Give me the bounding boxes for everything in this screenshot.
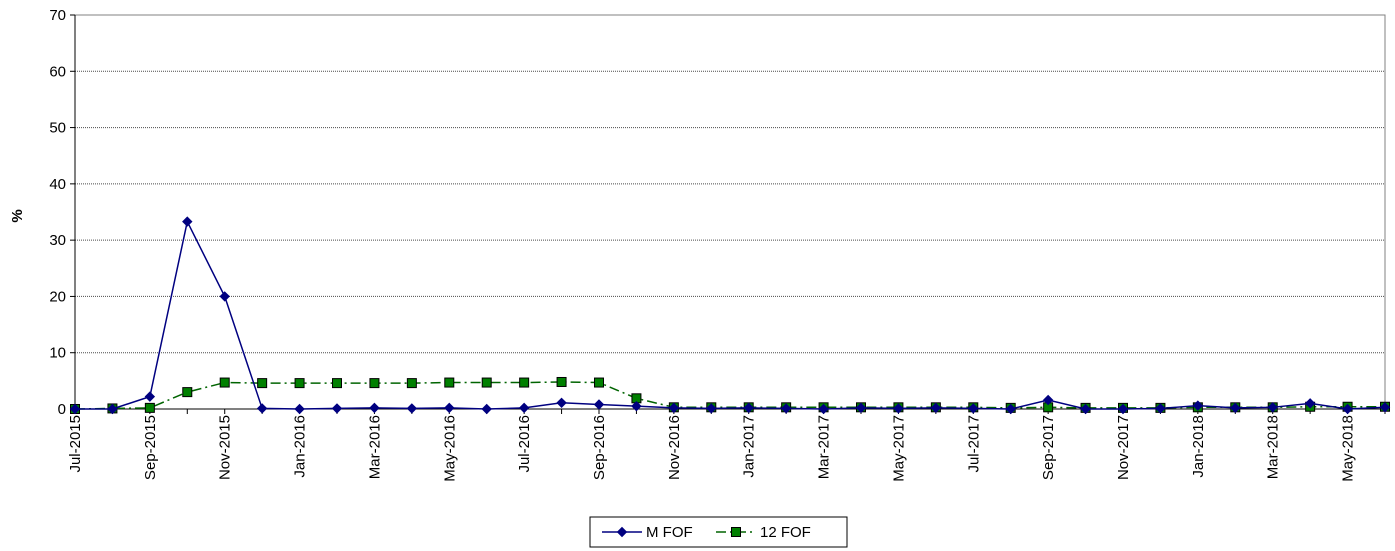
data-point bbox=[107, 403, 118, 415]
data-point bbox=[631, 400, 642, 412]
series-line bbox=[75, 219, 1386, 410]
plot-area-frame bbox=[74, 14, 1386, 410]
x-tick-label: Jan-2018 bbox=[1190, 415, 1207, 478]
data-point bbox=[1155, 403, 1166, 414]
data-point bbox=[556, 397, 567, 409]
data-point bbox=[930, 402, 942, 414]
data-point bbox=[1005, 403, 1016, 415]
legend-swatch-marker bbox=[616, 526, 628, 538]
x-tick-label: May-2018 bbox=[1340, 415, 1357, 482]
y-tick-label: 70 bbox=[49, 7, 66, 24]
data-point bbox=[219, 377, 230, 388]
data-point bbox=[444, 377, 455, 388]
x-tick-label: May-2016 bbox=[441, 415, 458, 482]
legend-swatch-marker bbox=[731, 527, 741, 537]
data-point bbox=[256, 403, 268, 414]
data-point bbox=[668, 402, 680, 414]
x-axis-ticks: Jul-2015 Sep-2015 Nov-2015 Jan-2016 Mar-2016… bbox=[67, 408, 1386, 482]
x-tick-label: Sep-2015 bbox=[142, 415, 159, 480]
y-tick-label: 0 bbox=[58, 401, 66, 418]
y-tick-label: 20 bbox=[49, 288, 66, 305]
y-tick-label: 60 bbox=[49, 63, 66, 80]
data-point bbox=[556, 376, 567, 387]
y-tick-label: 30 bbox=[49, 232, 66, 249]
series-m-fof bbox=[69, 216, 1391, 415]
data-point bbox=[182, 387, 193, 398]
data-point bbox=[1267, 402, 1278, 413]
data-point bbox=[1304, 398, 1316, 409]
data-point bbox=[855, 402, 867, 414]
y-tick-label: 40 bbox=[49, 176, 66, 193]
y-axis-label: % bbox=[9, 209, 26, 222]
legend-label: M FOF bbox=[646, 524, 693, 541]
data-point bbox=[444, 402, 455, 414]
data-point bbox=[594, 377, 604, 388]
y-tick-label: 10 bbox=[49, 345, 66, 362]
data-point bbox=[331, 403, 343, 414]
x-tick-label: Jan-2016 bbox=[292, 415, 309, 478]
data-point bbox=[144, 391, 156, 402]
data-point bbox=[219, 291, 230, 302]
data-point bbox=[406, 378, 417, 389]
data-point bbox=[1042, 394, 1054, 406]
data-point bbox=[69, 403, 81, 415]
x-tick-label: Sep-2016 bbox=[591, 415, 608, 480]
x-tick-label: Nov-2015 bbox=[217, 415, 234, 480]
data-point bbox=[706, 403, 717, 414]
data-point bbox=[1379, 402, 1391, 413]
data-point bbox=[144, 402, 155, 413]
data-point bbox=[406, 403, 418, 414]
x-tick-label: Jan-2017 bbox=[741, 415, 758, 478]
x-tick-label: Jul-2017 bbox=[965, 415, 982, 473]
x-tick-label: Nov-2016 bbox=[666, 415, 683, 480]
data-point bbox=[481, 377, 492, 388]
data-point bbox=[294, 403, 305, 415]
gridlines bbox=[75, 70, 1385, 354]
data-point bbox=[1117, 403, 1129, 415]
data-point bbox=[818, 403, 829, 415]
data-point bbox=[257, 378, 268, 389]
data-point bbox=[332, 378, 342, 389]
data-point bbox=[1080, 403, 1091, 415]
legend: M FOF 12 FOF bbox=[589, 516, 848, 548]
data-point bbox=[1192, 400, 1204, 411]
data-point bbox=[519, 377, 530, 388]
data-point bbox=[1342, 403, 1353, 415]
legend-label: 12 FOF bbox=[760, 524, 811, 541]
x-tick-label: Jul-2015 bbox=[67, 415, 84, 473]
data-point bbox=[593, 399, 605, 410]
x-tick-label: Sep-2017 bbox=[1040, 415, 1057, 480]
data-point bbox=[518, 402, 530, 414]
x-tick-label: Nov-2017 bbox=[1115, 415, 1132, 480]
data-point bbox=[481, 403, 492, 415]
data-point bbox=[780, 403, 792, 414]
x-tick-label: Mar-2017 bbox=[816, 415, 833, 479]
series-line bbox=[74, 381, 1385, 410]
y-tick-label: 50 bbox=[49, 120, 66, 137]
x-tick-label: Mar-2016 bbox=[366, 415, 383, 479]
data-point bbox=[968, 403, 979, 414]
data-point bbox=[182, 216, 193, 227]
data-point bbox=[369, 378, 380, 389]
data-point bbox=[743, 402, 754, 414]
data-point bbox=[893, 403, 904, 414]
y-axis-ticks: 0 10 20 30 40 50 60 70 bbox=[49, 7, 76, 418]
x-tick-label: Jul-2016 bbox=[516, 415, 533, 473]
data-point bbox=[1230, 402, 1241, 414]
data-point bbox=[294, 378, 305, 389]
x-tick-label: Mar-2018 bbox=[1265, 415, 1282, 479]
series-layer bbox=[69, 216, 1391, 415]
x-tick-label: May-2017 bbox=[890, 415, 907, 482]
data-point bbox=[369, 402, 380, 414]
